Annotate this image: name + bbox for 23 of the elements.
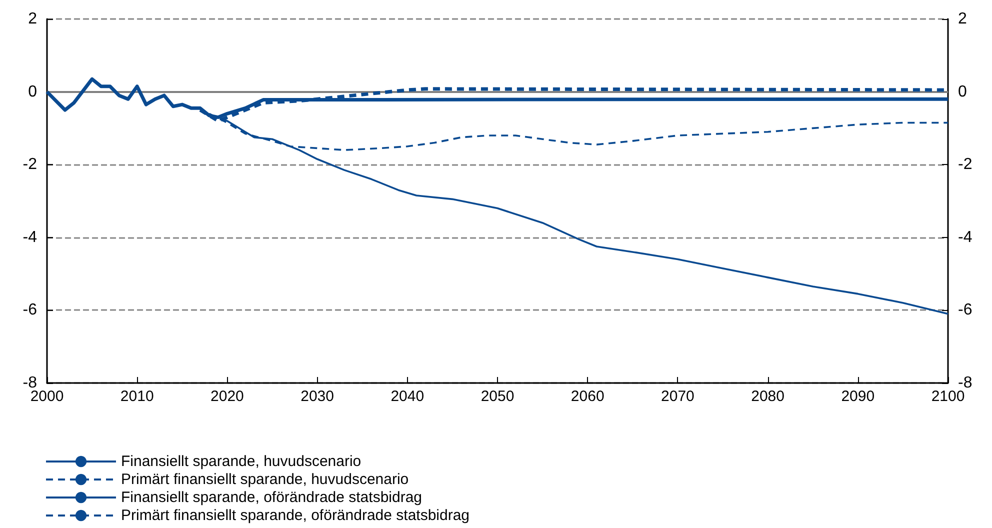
x-tick-label: 2050 [480,388,514,405]
legend-label: Primärt finansiellt sparande, oförändrade statsbidrag [121,507,470,524]
y-tick-label: 2 [28,10,38,28]
y2-tick-label: 0 [958,83,967,100]
y2-tick-label: -4 [958,228,972,246]
y-tick-label: 0 [28,83,38,100]
legend-label: Finansiellt sparande, huvudscenario [121,453,362,470]
x-tick-label: 2080 [751,388,784,405]
y-tick-label: -2 [22,156,38,174]
x-tick-label: 2040 [390,388,424,405]
x-tick-label: 2020 [210,388,244,405]
legend-label: Primärt finansiellt sparande, huvudscenario [121,471,409,488]
y-tick-label: -4 [22,228,38,246]
y2-tick-label: 2 [958,10,967,28]
legend-label: Finansiellt sparande, oförändrade statsbidrag [121,489,422,506]
x-tick-label: 2010 [120,388,154,405]
x-tick-label: 2060 [570,388,604,405]
y-tick-label: -6 [22,302,38,319]
x-tick-label: 2030 [300,388,334,405]
x-tick-label: 2090 [841,388,875,405]
y2-tick-label: -2 [958,156,972,174]
y2-tick-label: -6 [958,302,972,319]
x-tick-label: 2070 [661,388,694,405]
